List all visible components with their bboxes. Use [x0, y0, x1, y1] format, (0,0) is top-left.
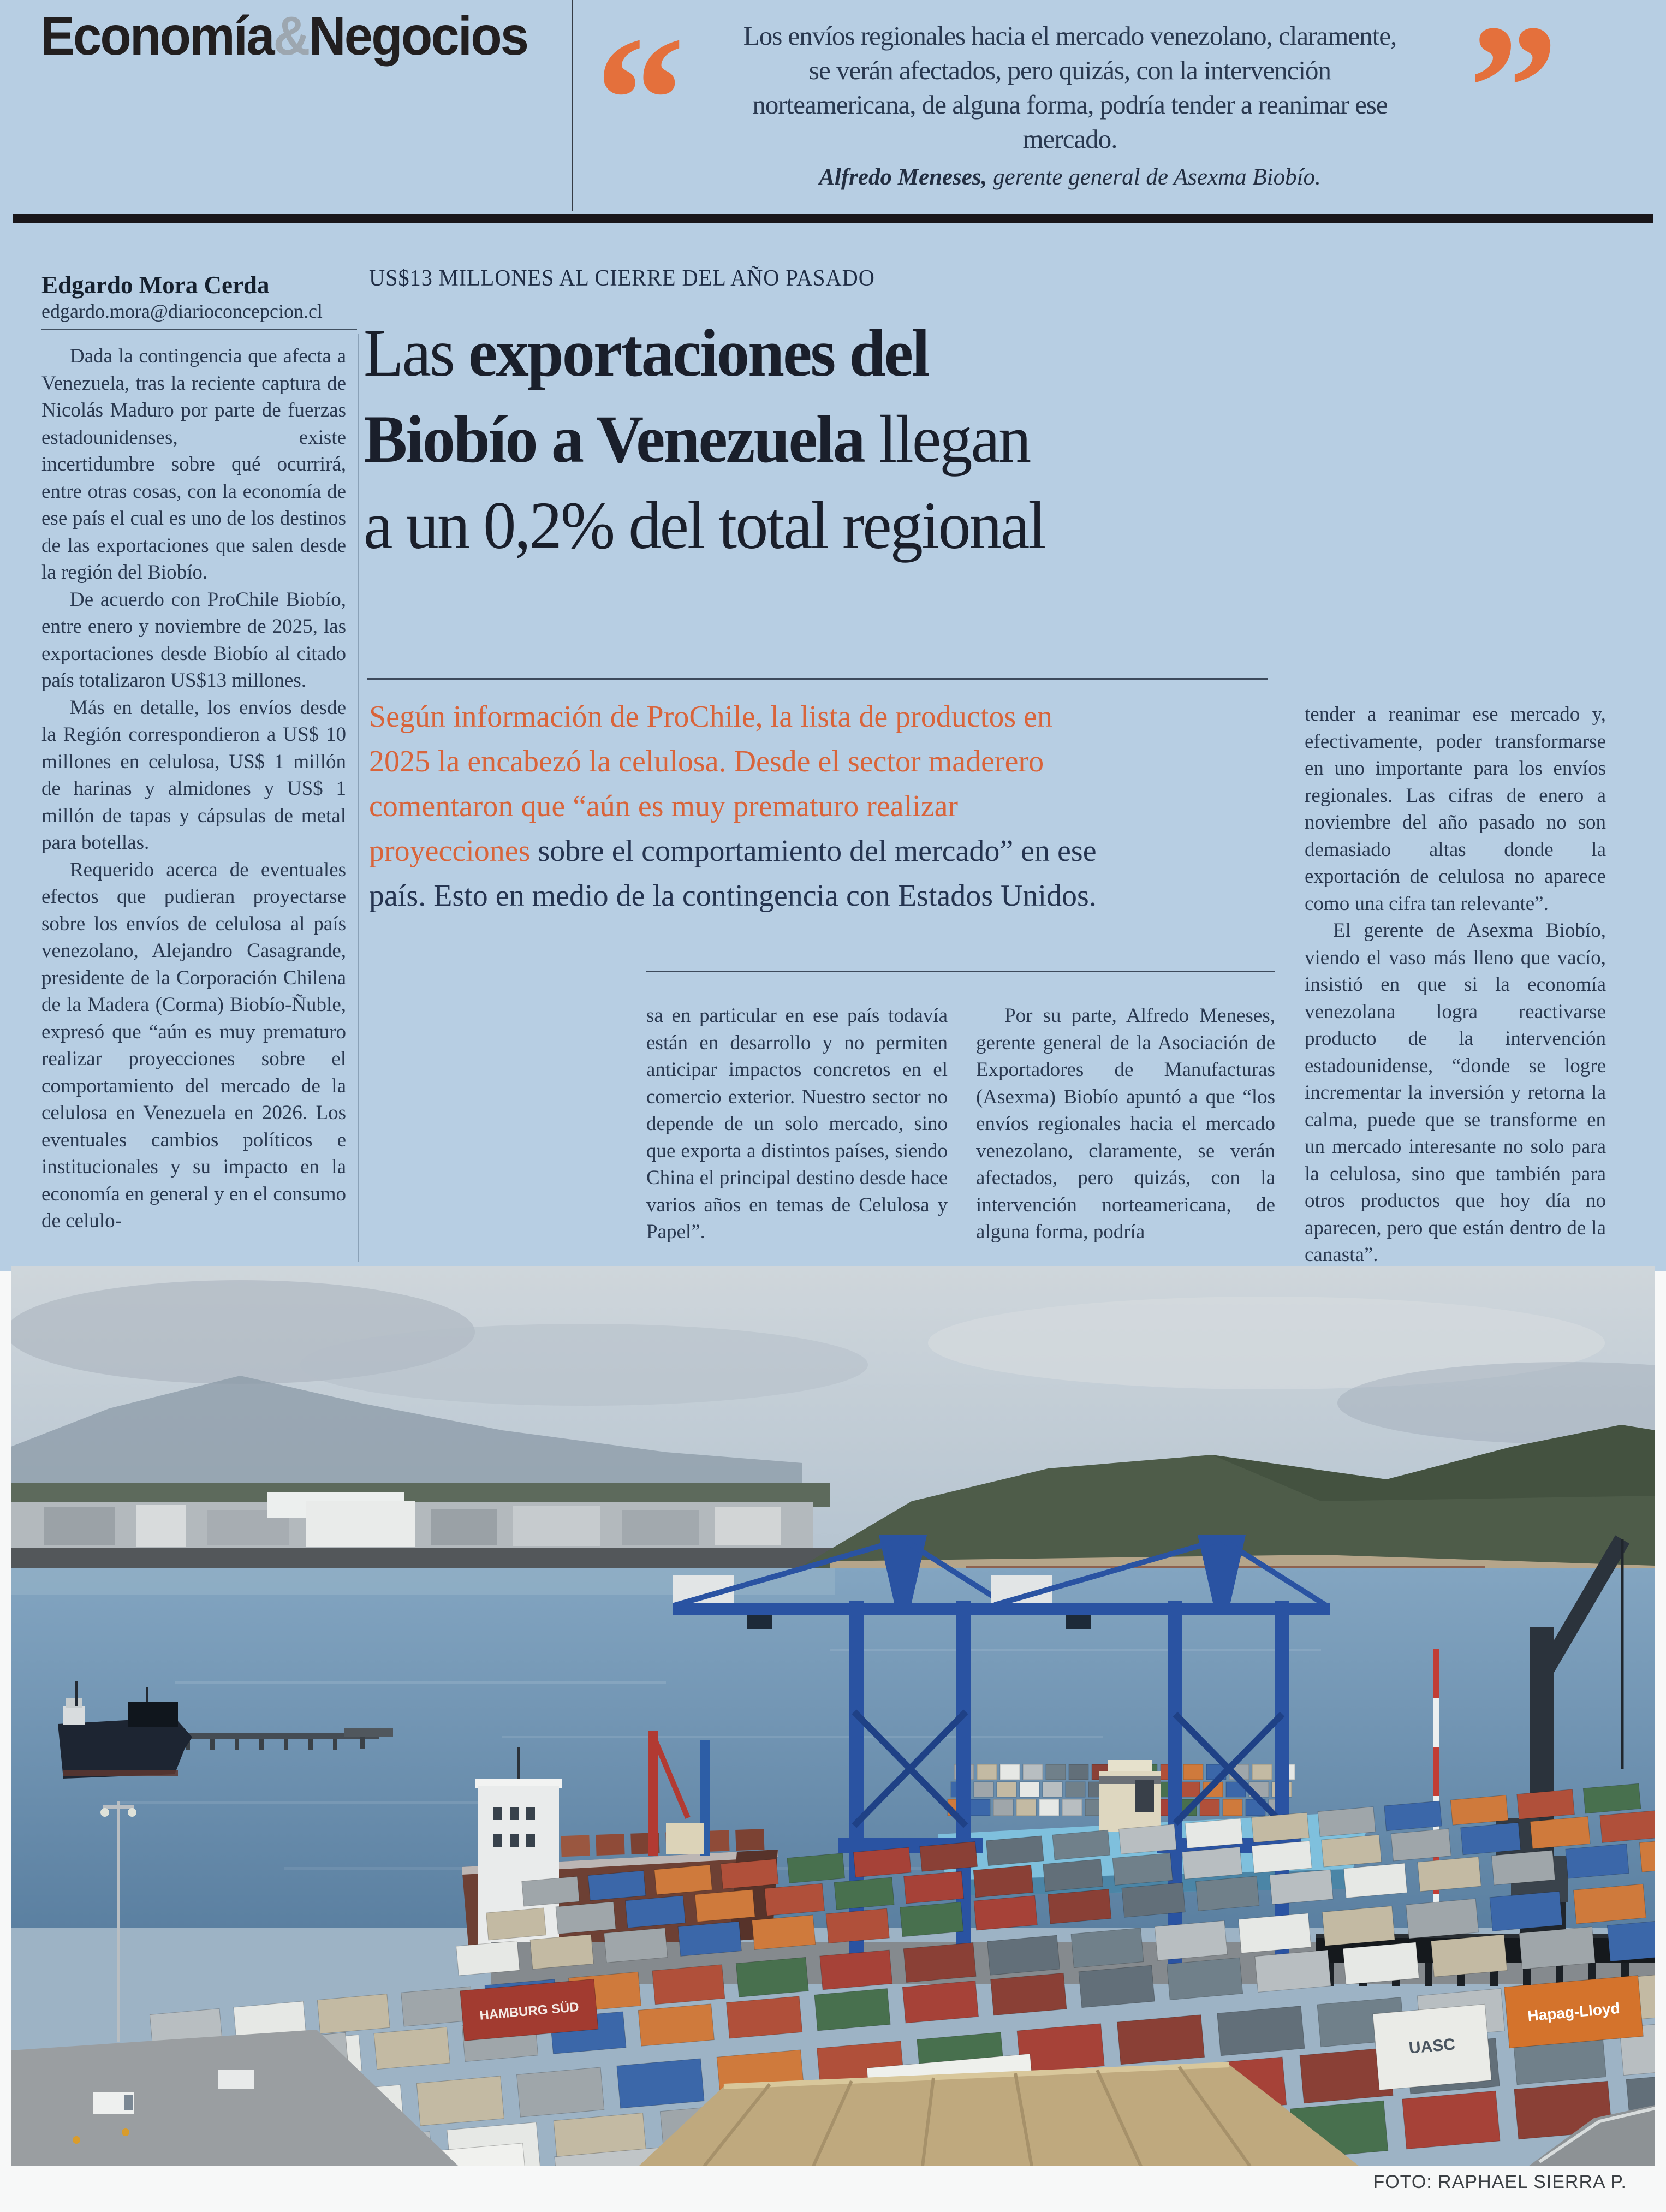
striped-mast — [1433, 1649, 1439, 1943]
deck-orange: proyecciones — [369, 834, 531, 868]
deck-line: 2025 la encabezó la celulosa. Desde el s… — [369, 739, 1286, 784]
port-photo: HAMBURG SÜD MAERSK MAERSK MAERSK CSAV UA… — [11, 1266, 1655, 2166]
pull-quote-line: Los envíos regionales hacia el mercado v… — [743, 21, 1397, 51]
road — [1528, 2105, 1655, 2166]
container-label: UASC — [1408, 2035, 1456, 2057]
attribution-name: Alfredo Meneses, — [819, 164, 987, 190]
light-pole — [100, 1801, 136, 2042]
gantry-crane — [991, 1535, 1330, 1974]
deck-line: Según información de ProChile, la lista … — [369, 694, 1286, 739]
headline-line: Biobío a Venezuela llegan — [364, 396, 1274, 483]
headline-line: a un 0,2% del total regional — [364, 483, 1274, 569]
headline-normal: a un 0,2% del total regional — [364, 488, 1046, 563]
header-vertical-divider — [572, 0, 573, 211]
close-quote-icon: ” — [1468, 0, 1558, 187]
author-email: edgardo.mora@diarioconcepcion.cl — [41, 300, 323, 322]
body-paragraph: sa en particular en ese país todavía est… — [646, 1004, 948, 1243]
deck-rule-bottom — [646, 971, 1275, 972]
body-paragraph: Más en detalle, los envíos desde la Regi… — [41, 696, 346, 854]
section-rule — [13, 214, 1653, 223]
body-paragraph: Requerido acerca de eventuales efectos q… — [41, 858, 346, 1233]
pull-quote-line: norteamericana, de alguna forma, podría … — [752, 90, 1388, 120]
pull-quote: “ ” Los envíos regionales hacia el merca… — [595, 0, 1649, 214]
body-paragraph: Dada la contingencia que afecta a Venezu… — [41, 345, 346, 584]
byline: Edgardo Mora Cerda edgardo.mora@diarioco… — [41, 271, 357, 323]
deck-line: país. Esto en medio de la contingencia c… — [369, 873, 1286, 918]
deck-dark: sobre el comportamiento del mercado” en … — [530, 834, 1097, 868]
author-name: Edgardo Mora Cerda — [41, 271, 270, 299]
headline: Las exportaciones del Biobío a Venezuela… — [364, 310, 1302, 569]
headline-bold: Biobío a Venezuela — [364, 402, 866, 477]
deck-orange: Según información de ProChile, la lista … — [369, 700, 1052, 734]
body-column-4: tender a reanimar ese mercado y, efectiv… — [1305, 701, 1606, 1269]
deck-orange: comentaron que “aún es muy prematuro rea… — [369, 789, 959, 823]
photo-credit: FOTO: RAPHAEL SIERRA P. — [1373, 2172, 1627, 2192]
byline-rule — [41, 329, 357, 330]
body-column-1: Dada la contingencia que afecta a Venezu… — [41, 343, 346, 1266]
open-quote-icon: “ — [595, 0, 685, 199]
section-title: Economía&Negocios — [40, 9, 529, 63]
section-title-part1: Economía — [40, 5, 275, 67]
deck-orange: 2025 la encabezó la celulosa. Desde el s… — [369, 745, 1044, 778]
headline-line: Las exportaciones del — [364, 310, 1274, 396]
body-column-2: sa en particular en ese país todavía est… — [646, 1002, 948, 1268]
jetty — [178, 1728, 393, 1750]
deck-rule-top — [367, 678, 1268, 680]
far-shoreline — [11, 1376, 835, 1568]
pull-quote-text: Los envíos regionales hacia el mercado v… — [677, 19, 1463, 156]
cargo-ship-left — [58, 1681, 192, 1779]
pull-quote-attribution: Alfredo Meneses, gerente general de Asex… — [677, 164, 1463, 191]
body-paragraph: tender a reanimar ese mercado y, efectiv… — [1305, 703, 1606, 915]
headline-normal: llegan — [864, 402, 1031, 477]
deck-line: proyecciones sobre el comportamiento del… — [369, 829, 1286, 873]
deck-line: comentaron que “aún es muy prematuro rea… — [369, 784, 1286, 829]
body-paragraph: De acuerdo con ProChile Biobío, entre en… — [41, 588, 346, 692]
column-rule — [358, 334, 359, 1262]
deck: Según información de ProChile, la lista … — [369, 694, 1286, 918]
body-paragraph: Por su parte, Alfredo Meneses, gerente g… — [976, 1004, 1275, 1243]
section-title-ampersand: & — [273, 5, 311, 67]
quay-left — [11, 2030, 459, 2166]
section-title-part2: Negocios — [308, 5, 529, 67]
kicker: US$13 MILLONES AL CIERRE DEL AÑO PASADO — [369, 266, 875, 291]
body-column-3: Por su parte, Alfredo Meneses, gerente g… — [976, 1002, 1275, 1268]
headline-bold: exportaciones del — [468, 316, 930, 390]
pull-quote-line: mercado. — [1022, 124, 1118, 154]
headline-normal: Las — [364, 316, 469, 390]
pull-quote-line: se verán afectados, pero quizás, con la … — [808, 55, 1331, 85]
deck-dark: país. Esto en medio de la contingencia c… — [369, 879, 1097, 913]
warehouse-roof — [639, 2062, 1359, 2166]
attribution-role: gerente general de Asexma Biobío. — [987, 164, 1321, 190]
body-paragraph: El gerente de Asexma Biobío, viendo el v… — [1305, 919, 1606, 1266]
